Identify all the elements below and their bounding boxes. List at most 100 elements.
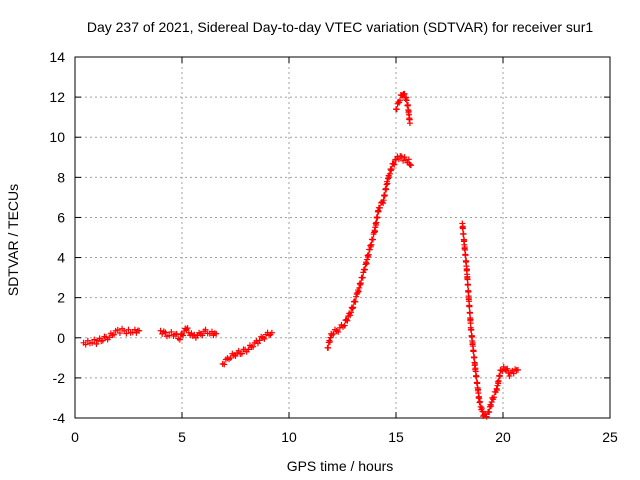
- data-point: [466, 303, 473, 310]
- y-tick-label: 2: [57, 290, 65, 306]
- data-point: [350, 304, 357, 311]
- data-point: [386, 174, 393, 181]
- data-point: [348, 309, 355, 316]
- x-axis: 0 5 10 15 20 25: [71, 57, 618, 445]
- data-point: [495, 377, 502, 384]
- data-point: [357, 280, 364, 287]
- data-point: [114, 326, 121, 333]
- chart-title: Day 237 of 2021, Sidereal Day-to-day VTE…: [87, 19, 593, 35]
- data-point: [250, 343, 257, 350]
- y-axis: -4 -2 0 2 4 6 8 10 12 14: [49, 49, 610, 426]
- data-point: [468, 327, 475, 334]
- data-point: [462, 252, 469, 259]
- x-axis-label: GPS time / hours: [287, 458, 394, 474]
- data-point: [477, 403, 484, 410]
- data-point: [368, 241, 375, 248]
- data-point: [180, 332, 187, 339]
- data-point: [478, 405, 485, 412]
- y-tick-label: -2: [53, 370, 66, 386]
- data-point: [91, 336, 98, 343]
- data-point: [326, 338, 333, 345]
- data-point: [82, 341, 89, 348]
- data-point: [376, 204, 383, 211]
- y-tick-label: 8: [57, 169, 65, 185]
- data-point: [359, 274, 366, 281]
- data-series-arc-5: [393, 90, 413, 127]
- data-point: [405, 156, 412, 163]
- data-point: [221, 361, 228, 368]
- data-point: [471, 354, 478, 361]
- data-point: [213, 330, 220, 337]
- data-point: [373, 219, 380, 226]
- data-point: [89, 339, 96, 346]
- data-point: [116, 330, 123, 337]
- data-point: [351, 298, 358, 305]
- y-axis-label: SDTVAR / TECUs: [5, 184, 21, 296]
- data-point: [176, 336, 183, 343]
- data-point: [227, 354, 234, 361]
- data-point: [397, 97, 404, 104]
- data-point: [191, 331, 198, 338]
- data-point: [131, 326, 138, 333]
- data-point: [374, 214, 381, 221]
- data-point: [157, 327, 164, 334]
- data-point: [514, 366, 521, 373]
- x-tick-label: 20: [495, 429, 511, 445]
- data-point: [393, 106, 400, 113]
- data-point: [464, 282, 471, 289]
- data-point: [330, 330, 337, 337]
- data-point: [476, 399, 483, 406]
- data-series-arc-1: [80, 325, 143, 348]
- data-point: [459, 225, 466, 232]
- data-point: [386, 170, 393, 177]
- data-point: [466, 309, 473, 316]
- x-tick-label: 0: [71, 429, 79, 445]
- data-series-arc-6: [459, 220, 521, 420]
- data-point: [335, 328, 342, 335]
- data-point: [390, 160, 397, 167]
- data-point: [256, 337, 263, 344]
- data-point: [184, 325, 191, 332]
- data-point: [477, 398, 484, 405]
- data-series-arc-2: [157, 325, 220, 343]
- y-tick-label: 14: [49, 49, 65, 65]
- data-point: [199, 332, 206, 339]
- data-point: [268, 329, 275, 336]
- y-tick-label: 10: [49, 129, 65, 145]
- data-point: [483, 413, 490, 420]
- data-point: [347, 312, 354, 319]
- data-point: [326, 337, 333, 344]
- plot-frame: [74, 56, 611, 419]
- data-point: [99, 337, 106, 344]
- data-point: [106, 334, 113, 341]
- data-point: [344, 317, 351, 324]
- data-point: [406, 120, 413, 127]
- data-point: [384, 180, 391, 187]
- data-point: [173, 330, 180, 337]
- x-tick-label: 15: [388, 429, 404, 445]
- data-point: [381, 192, 388, 199]
- data-series-arc-3: [219, 329, 275, 368]
- data-point: [405, 101, 412, 108]
- data-point: [183, 326, 190, 333]
- data-points: [80, 90, 521, 420]
- data-point: [341, 322, 348, 329]
- y-tick-label: -4: [53, 410, 66, 426]
- data-point: [232, 353, 239, 360]
- y-tick-label: 6: [57, 209, 65, 225]
- data-point: [369, 236, 376, 243]
- data-point: [383, 186, 390, 193]
- data-point: [488, 403, 495, 410]
- x-tick-label: 10: [281, 429, 297, 445]
- data-point: [125, 326, 132, 333]
- data-point: [510, 370, 517, 377]
- x-tick-label: 5: [178, 429, 186, 445]
- data-point: [385, 175, 392, 182]
- data-point: [352, 298, 359, 305]
- data-series-arc-4: [324, 153, 414, 351]
- data-point: [343, 316, 350, 323]
- grid: [75, 57, 610, 418]
- data-point: [202, 326, 209, 333]
